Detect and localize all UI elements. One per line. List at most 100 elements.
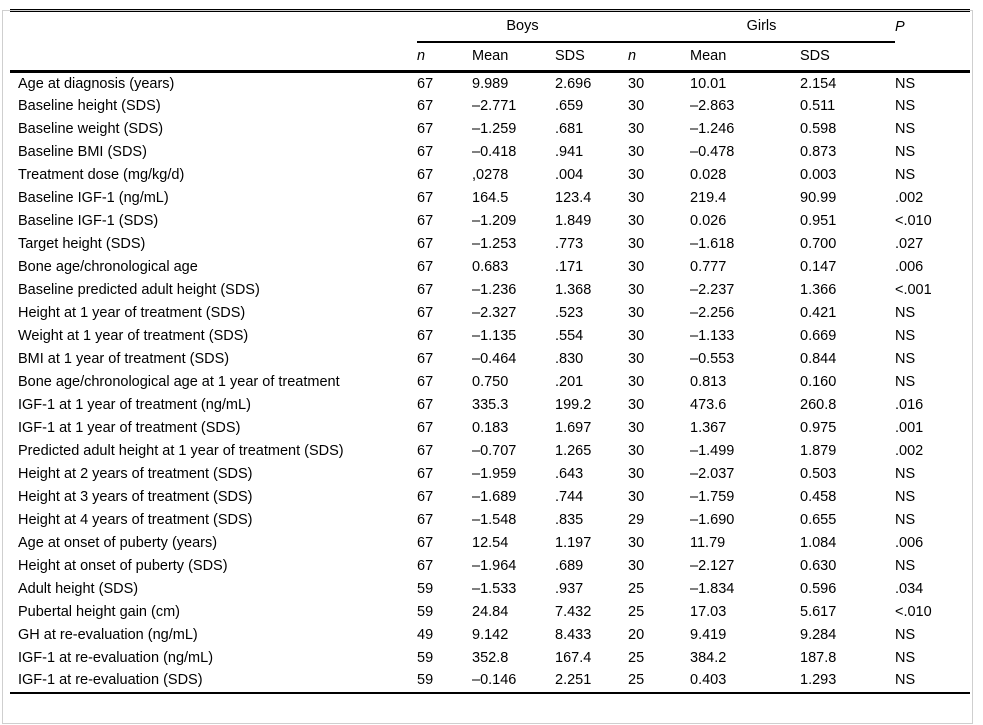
table-row: Baseline predicted adult height (SDS) 67 –… xyxy=(10,279,970,302)
cell-value: –2.863 xyxy=(690,97,735,114)
cell-value: 67 xyxy=(417,534,434,551)
cell-value: 7.432 xyxy=(555,603,592,620)
cell-value: 67 xyxy=(417,442,434,459)
table-row: Weight at 1 year of treatment (SDS) 67 –1.… xyxy=(10,325,970,348)
row-label: Baseline predicted adult height (SDS) xyxy=(18,281,260,298)
cell-value: –1.236 xyxy=(472,281,517,298)
cell-value: 67 xyxy=(417,511,434,528)
cell-value: NS xyxy=(895,672,916,689)
cell-value: 67 xyxy=(417,166,434,183)
table-row: Baseline BMI (SDS) 67 –0.418 .941 30 –0.478 0.… xyxy=(10,141,970,164)
cell-value: .002 xyxy=(895,189,924,206)
cell-value: .681 xyxy=(555,120,584,137)
cell-value: .554 xyxy=(555,327,584,344)
cell-value: 30 xyxy=(628,488,645,505)
cell-value: NS xyxy=(895,166,916,183)
cell-value: 67 xyxy=(417,327,434,344)
cell-value: NS xyxy=(895,465,916,482)
boys-n-header: n xyxy=(417,41,472,73)
cell-value: 67 xyxy=(417,281,434,298)
cell-value: 167.4 xyxy=(555,649,592,666)
cell-value: –1.209 xyxy=(472,212,517,229)
row-label: Weight at 1 year of treatment (SDS) xyxy=(18,327,249,344)
row-label: Target height (SDS) xyxy=(18,235,146,252)
cell-value: 30 xyxy=(628,143,645,160)
cell-value: 30 xyxy=(628,75,645,92)
p-header-spacer xyxy=(895,41,970,73)
cell-value: 0.975 xyxy=(800,419,837,436)
cell-value: 49 xyxy=(417,626,434,643)
cell-value: 30 xyxy=(628,350,645,367)
cell-value: 30 xyxy=(628,419,645,436)
table-row: Pubertal height gain (cm) 59 24.84 7.432 25 1… xyxy=(10,601,970,624)
cell-value: 2.251 xyxy=(555,672,592,689)
row-label: GH at re-evaluation (ng/mL) xyxy=(18,626,198,643)
table-body: Age at diagnosis (years) 67 9.989 2.696 30 10… xyxy=(10,72,970,693)
table-row: IGF-1 at re-evaluation (SDS) 59 –0.146 2.25… xyxy=(10,670,970,693)
cell-value: .006 xyxy=(895,258,924,275)
cell-value: 1.368 xyxy=(555,281,592,298)
cell-value: .523 xyxy=(555,304,584,321)
row-label: Baseline weight (SDS) xyxy=(18,120,164,137)
cell-value: 9.989 xyxy=(472,75,509,92)
cell-value: 0.596 xyxy=(800,580,837,597)
cell-value: 59 xyxy=(417,649,434,666)
cell-value: 25 xyxy=(628,672,645,689)
cell-value: 1.265 xyxy=(555,442,592,459)
cell-value: NS xyxy=(895,97,916,114)
cell-value: –0.553 xyxy=(690,350,735,367)
cell-value: 0.873 xyxy=(800,143,837,160)
cell-value: 30 xyxy=(628,97,645,114)
cell-value: –1.246 xyxy=(690,120,735,137)
cell-value: 5.617 xyxy=(800,603,837,620)
table-row: Adult height (SDS) 59 –1.533 .937 25 –1.834 0.… xyxy=(10,578,970,601)
cell-value: 0.951 xyxy=(800,212,837,229)
cell-value: NS xyxy=(895,143,916,160)
cell-value: 25 xyxy=(628,649,645,666)
cell-value: 30 xyxy=(628,235,645,252)
cell-value: –0.146 xyxy=(472,672,517,689)
table-row: IGF-1 at 1 year of treatment (ng/mL) 67 33… xyxy=(10,394,970,417)
cell-value: 0.421 xyxy=(800,304,837,321)
cell-value: .773 xyxy=(555,235,584,252)
cell-value: 30 xyxy=(628,557,645,574)
row-label: IGF-1 at 1 year of treatment (SDS) xyxy=(18,419,241,436)
row-label: IGF-1 at 1 year of treatment (ng/mL) xyxy=(18,396,251,413)
cell-value: 1.293 xyxy=(800,672,837,689)
girls-sds-header: SDS xyxy=(800,41,895,73)
cell-value: 384.2 xyxy=(690,649,727,666)
cell-value: 67 xyxy=(417,75,434,92)
cell-value: 67 xyxy=(417,212,434,229)
cell-value: 30 xyxy=(628,465,645,482)
cell-value: 0.669 xyxy=(800,327,837,344)
cell-value: 10.01 xyxy=(690,75,727,92)
table-row: Age at onset of puberty (years) 67 12.54 1.… xyxy=(10,532,970,555)
cell-value: 1.366 xyxy=(800,281,837,298)
cell-value: 67 xyxy=(417,304,434,321)
cell-value: 0.750 xyxy=(472,373,509,390)
cell-value: 0.511 xyxy=(800,97,836,114)
row-label: Adult height (SDS) xyxy=(18,580,139,597)
cell-value: .201 xyxy=(555,373,584,390)
cell-value: 25 xyxy=(628,603,645,620)
row-label: Bone age/chronological age xyxy=(18,258,198,275)
group-header-row: Boys Girls P xyxy=(10,10,970,43)
cell-value: 67 xyxy=(417,465,434,482)
table-row: Height at onset of puberty (SDS) 67 –1.964… xyxy=(10,555,970,578)
cell-value: –1.959 xyxy=(472,465,517,482)
table-row: Treatment dose (mg/kg/d) 67 ,0278 .004 30 0.0… xyxy=(10,164,970,187)
cell-value: 67 xyxy=(417,488,434,505)
cell-value: –0.464 xyxy=(472,350,517,367)
row-label: Height at 3 years of treatment (SDS) xyxy=(18,488,253,505)
row-label: IGF-1 at re-evaluation (SDS) xyxy=(18,672,203,689)
cell-value: 11.79 xyxy=(690,534,726,551)
row-label: Bone age/chronological age at 1 year of … xyxy=(18,373,340,390)
cell-value: <.010 xyxy=(895,212,932,229)
cell-value: 1.197 xyxy=(555,534,592,551)
cell-value: .002 xyxy=(895,442,924,459)
cell-value: 30 xyxy=(628,281,645,298)
cell-value: 30 xyxy=(628,166,645,183)
cell-value: 0.160 xyxy=(800,373,837,390)
cell-value: 0.458 xyxy=(800,488,837,505)
cell-value: –1.533 xyxy=(472,580,517,597)
